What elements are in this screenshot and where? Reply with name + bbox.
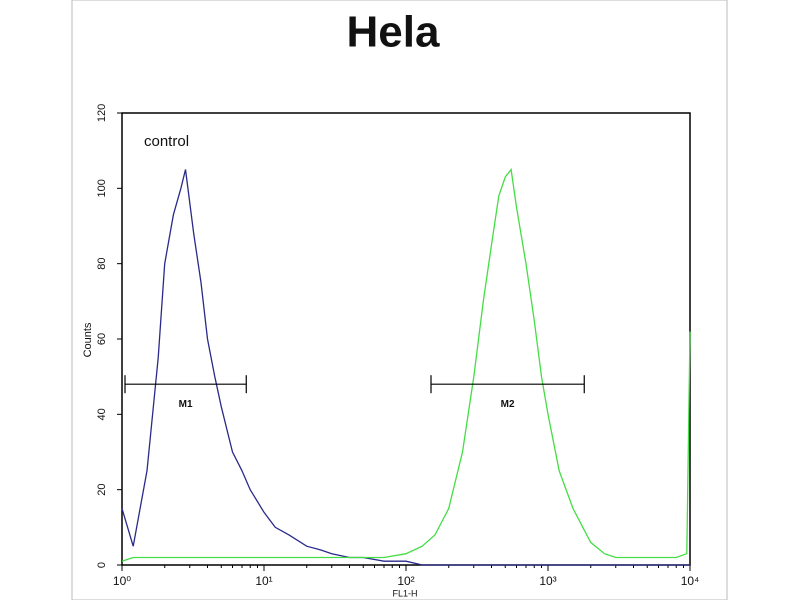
y-axis-label: Counts	[82, 322, 94, 357]
y-tick-label: 100	[96, 179, 108, 197]
series-label: control	[144, 133, 189, 150]
y-tick-label: 80	[96, 258, 108, 270]
marker-label: M1	[179, 399, 193, 410]
panel	[71, 0, 728, 600]
x-tick-label: 10²	[397, 574, 414, 588]
y-tick-label: 20	[96, 484, 108, 496]
histogram-line	[121, 167, 691, 562]
marker-label: M2	[501, 399, 515, 410]
y-tick-label: 40	[96, 408, 108, 420]
x-tick-label: 10⁰	[113, 574, 131, 588]
y-tick-label: 0	[96, 562, 108, 568]
y-tick-label: 120	[96, 104, 108, 122]
x-axis-label: FL1-H	[392, 588, 417, 598]
y-tick-label: 60	[96, 333, 108, 345]
chart-title: Hela	[347, 8, 440, 57]
x-tick-label: 10¹	[255, 574, 272, 588]
histogram-line	[121, 169, 690, 566]
x-tick-label: 10⁴	[681, 574, 700, 588]
x-tick-label: 10³	[539, 574, 556, 588]
